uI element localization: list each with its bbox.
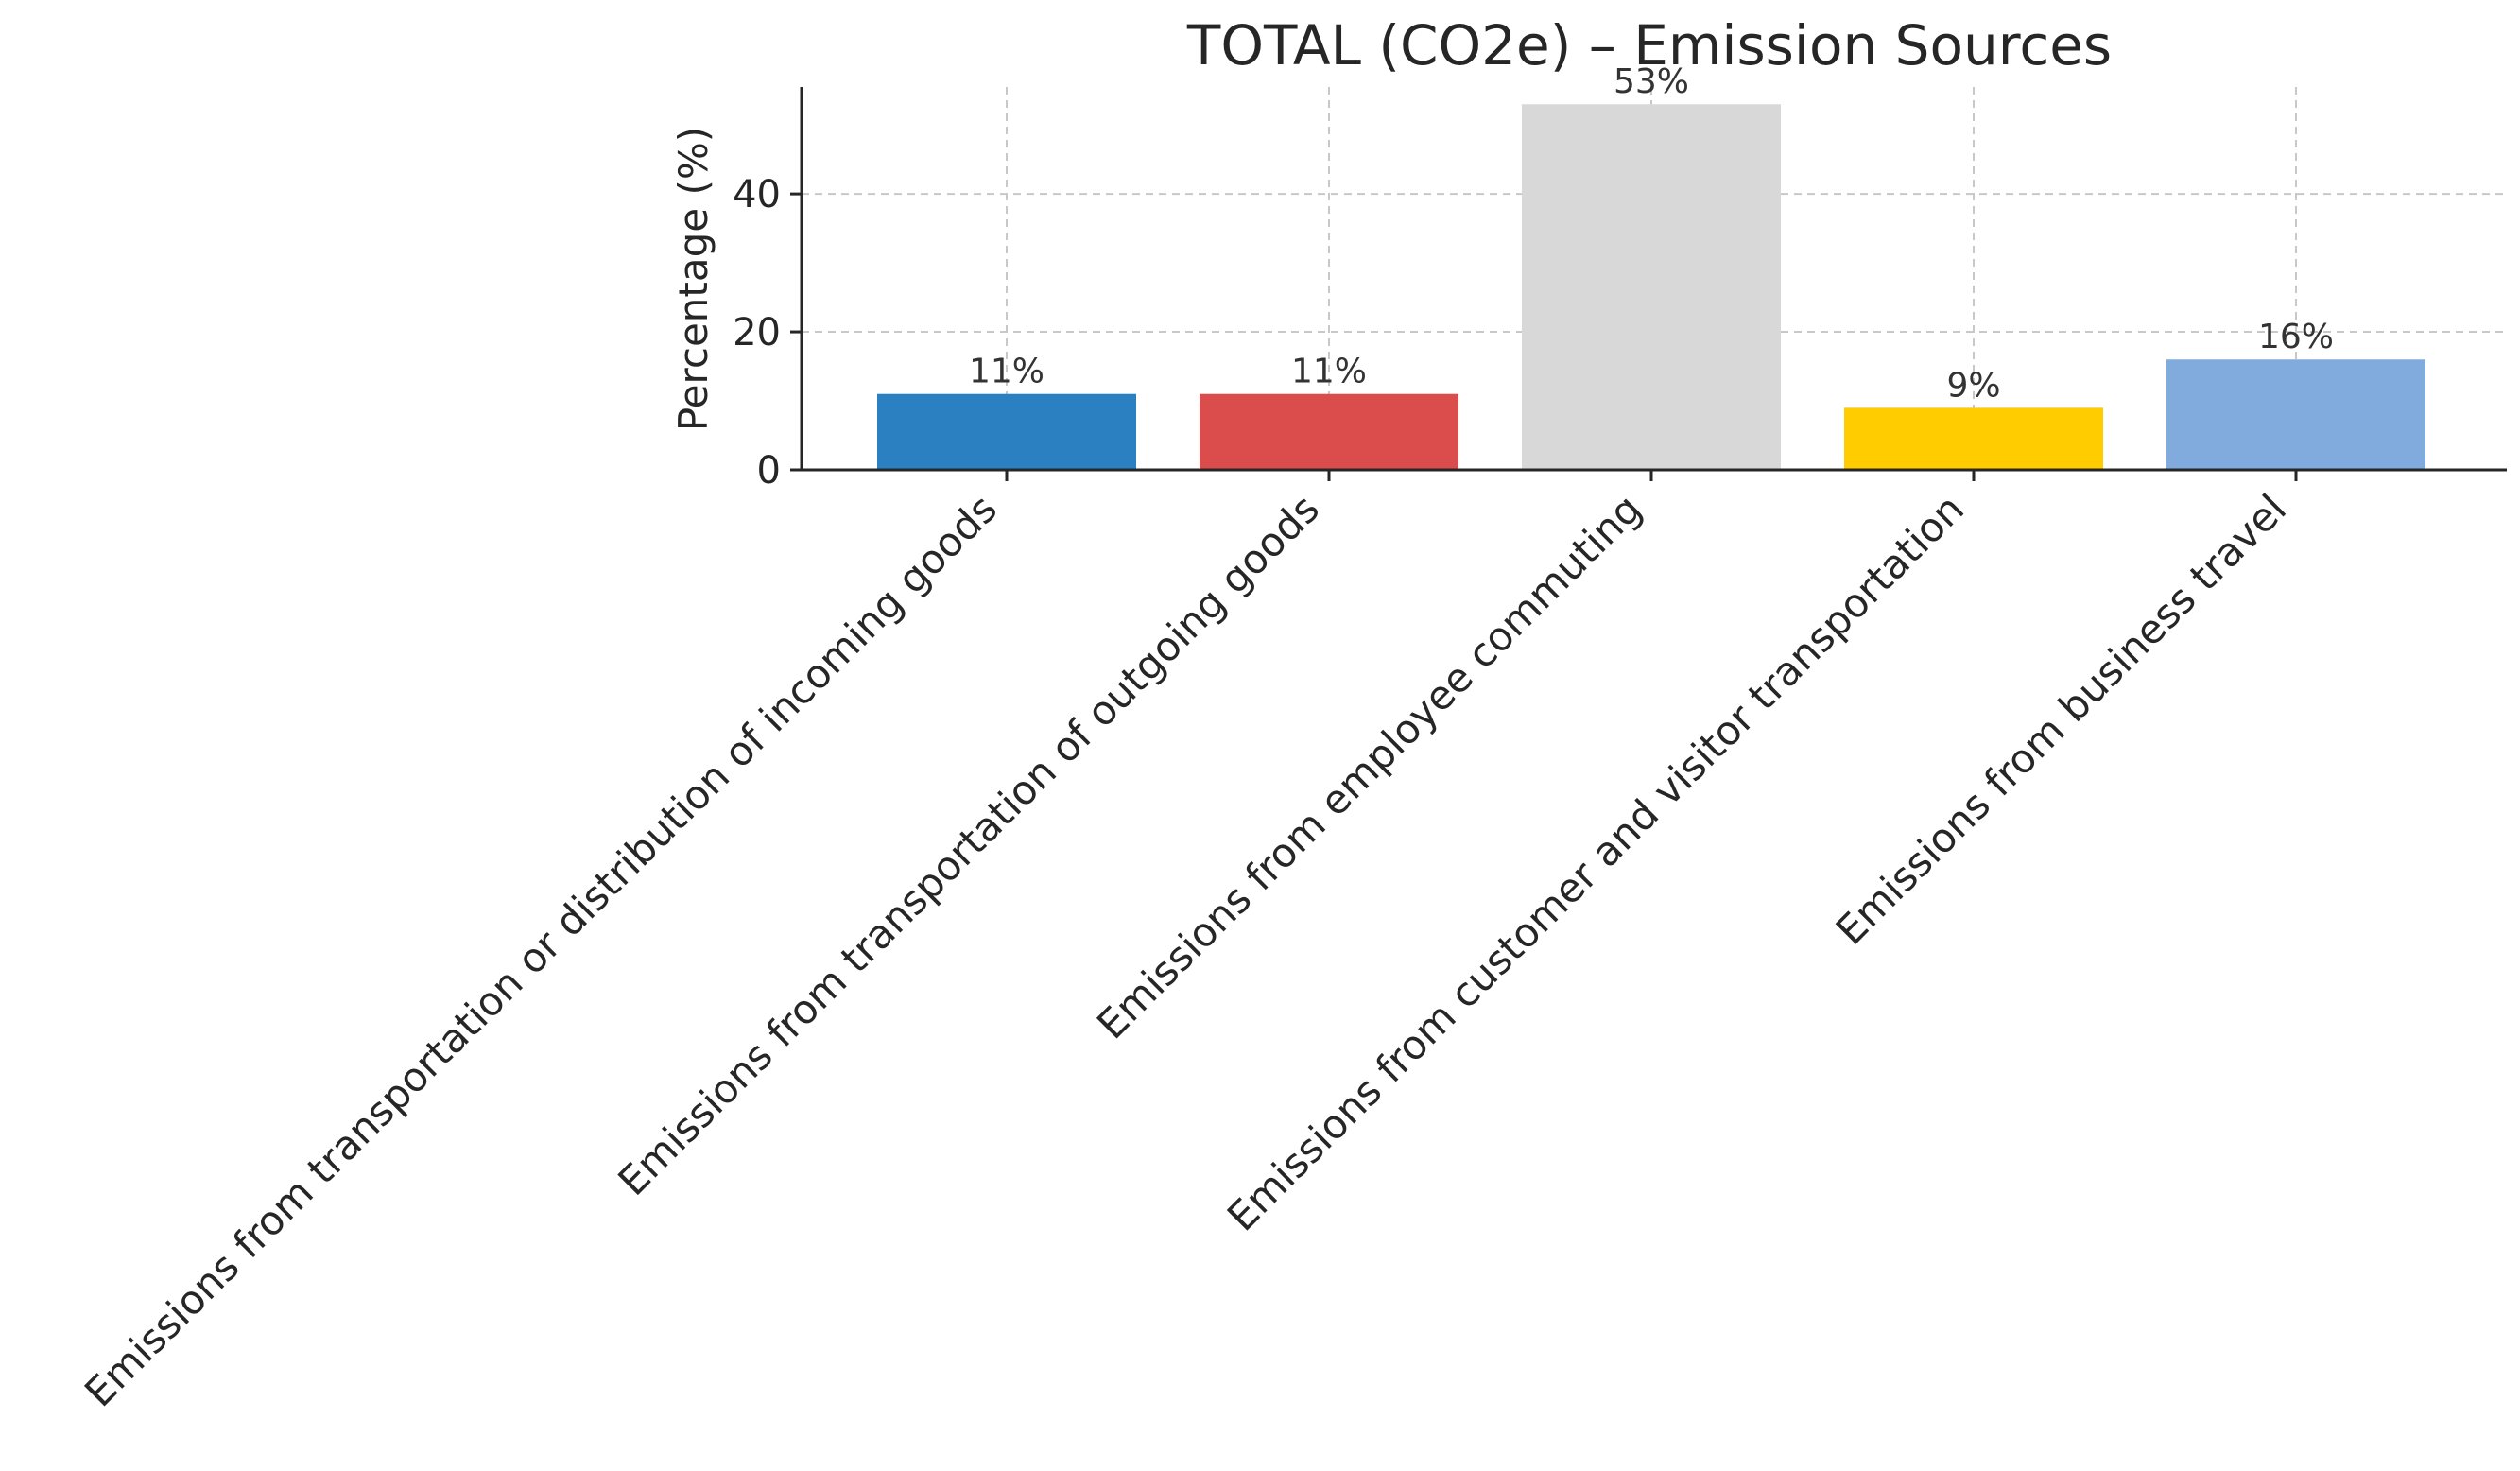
bar-2 [1522,104,1781,471]
axis-layer [790,87,2507,481]
label-layer: 11% 11% 53% 9% 16% 0 20 40 Emissions from transp… [76,62,2334,1415]
bar-value-label-0: 11% [969,353,1044,391]
x-tick-label-1: Emissions from transportation of outgoin… [609,485,1328,1204]
y-tick-label-0: 0 [757,449,781,493]
bar-3 [1844,407,2103,470]
y-tick-label-20: 20 [733,311,781,355]
bar-4 [2166,359,2425,470]
x-tick-label-2: Emissions from employee commuting [1088,485,1650,1047]
bar-1 [1200,393,1458,470]
bar-value-label-1: 11% [1291,353,1367,391]
bar-value-label-4: 16% [2258,318,2334,356]
chart-title: TOTAL (CO2e) – Emission Sources [1186,13,2112,78]
x-tick-label-3: Emissions from customer and visitor tran… [1218,485,1973,1239]
bar-value-label-2: 53% [1614,62,1689,101]
bar-0 [877,393,1136,470]
bar-value-label-3: 9% [1946,366,2000,405]
bar-layer [877,104,2425,471]
y-axis-label: Percentage (%) [670,127,716,431]
y-tick-label-40: 40 [733,173,781,216]
